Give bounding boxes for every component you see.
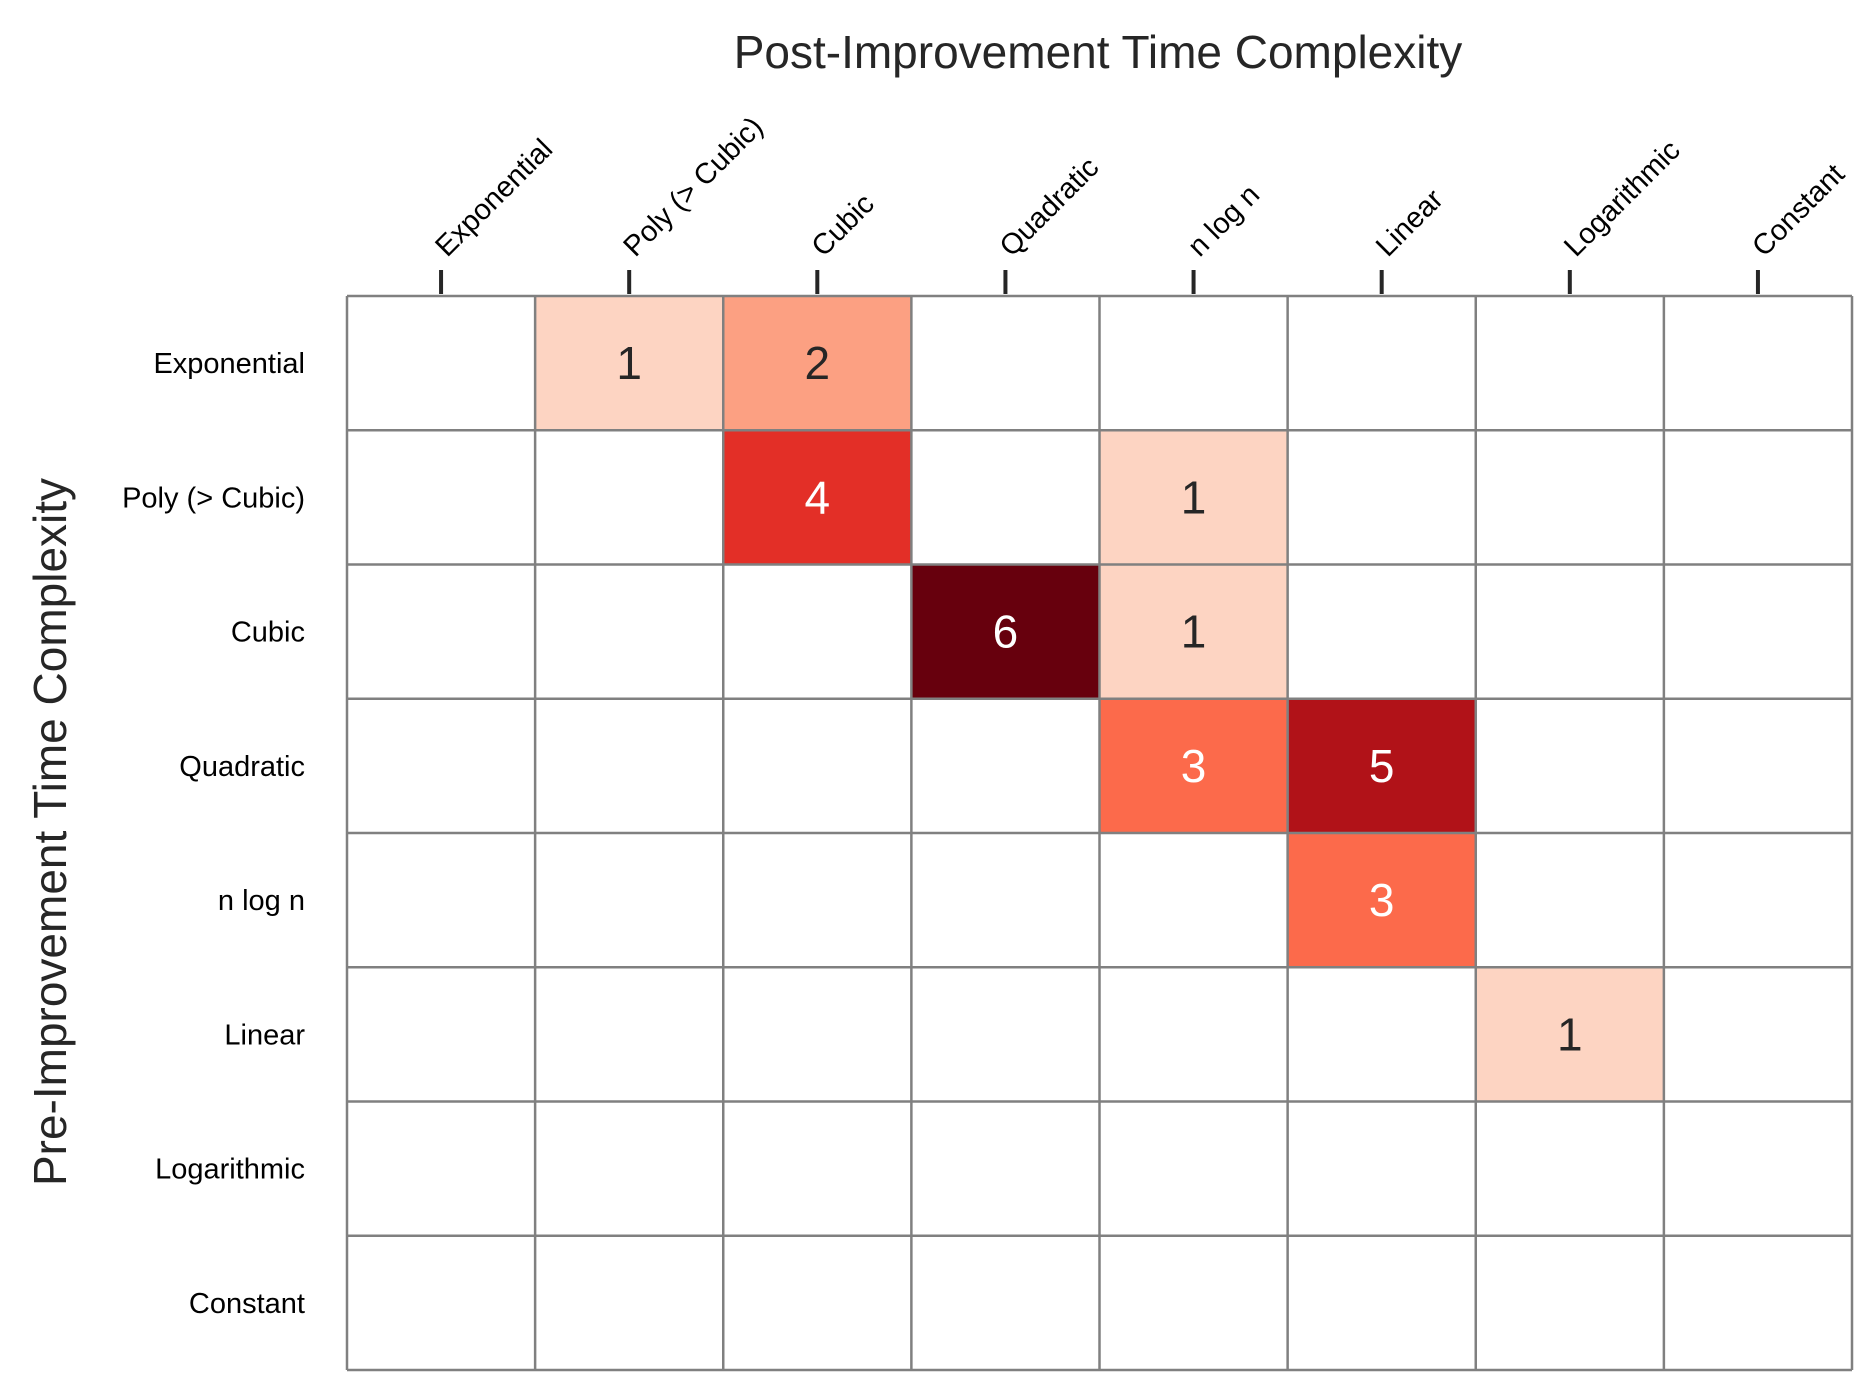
heatmap-cell-r7-c0 <box>347 1235 536 1370</box>
heatmap-cell-r2-c6 <box>1475 564 1664 699</box>
y-tick-label: Poly (> Cubic) <box>122 482 305 514</box>
heatmap-cell-r1-c3 <box>911 430 1100 565</box>
heatmap-cell-r1-c6 <box>1475 430 1664 565</box>
heatmap-cell-r2-c2 <box>723 564 912 699</box>
heatmap-cell-r3-c2 <box>723 698 912 833</box>
heatmap-cell-r1-c1 <box>535 430 724 565</box>
heatmap-cell-r5-c0 <box>347 967 536 1102</box>
heatmap-cell-r0-c1 <box>535 296 724 431</box>
y-axis-ticks: Exponential Poly (> Cubic) Cubic Quadratic n… <box>122 348 305 1320</box>
y-axis-title: Pre-Improvement Time Complexity <box>24 478 76 1186</box>
heatmap-cell-r4-c0 <box>347 833 536 968</box>
heatmap-cell-r6-c7 <box>1663 1101 1852 1236</box>
heatmap-cell-r5-c2 <box>723 967 912 1102</box>
cell-value-r1-c4: 1 <box>1181 471 1207 523</box>
x-tick-label: Logarithmic <box>1558 134 1687 263</box>
heatmap-cell-r2-c7 <box>1663 564 1852 699</box>
heatmap-cell-r4-c4 <box>1099 833 1288 968</box>
heatmap-cell-r0-c7 <box>1663 296 1852 431</box>
heatmap-cell-r5-c4 <box>1099 967 1288 1102</box>
cell-value-r3-c4: 3 <box>1181 740 1207 792</box>
cell-value-r4-c5: 3 <box>1369 874 1395 926</box>
y-tick-label: Cubic <box>231 617 305 649</box>
heatmap-cell-r2-c5 <box>1287 564 1476 699</box>
heatmap-cell-r5-c6 <box>1475 967 1664 1102</box>
heatmap-cell-r7-c7 <box>1663 1235 1852 1370</box>
y-tick-label: Linear <box>224 1019 305 1051</box>
cell-value-r0-c1: 1 <box>616 337 642 389</box>
heatmap-cell-r2-c4 <box>1099 564 1288 699</box>
x-axis-ticks: Exponential Poly (> Cubic) Cubic Quadratic n… <box>429 111 1851 294</box>
heatmap-cell-r4-c1 <box>535 833 724 968</box>
heatmap-cell-r6-c5 <box>1287 1101 1476 1236</box>
heatmap-cell-r0-c6 <box>1475 296 1664 431</box>
heatmap-cell-r6-c6 <box>1475 1101 1664 1236</box>
cell-value-r2-c3: 6 <box>993 606 1019 658</box>
cell-value-r3-c5: 5 <box>1369 740 1395 792</box>
heatmap-cell-r7-c4 <box>1099 1235 1288 1370</box>
heatmap-cell-r4-c5 <box>1287 833 1476 968</box>
heatmap-cell-r0-c0 <box>347 296 536 431</box>
heatmap-cell-r5-c7 <box>1663 967 1852 1102</box>
cell-annotations: 1 2 4 1 6 1 3 5 3 1 <box>616 337 1582 1060</box>
x-tick-label: Constant <box>1746 158 1851 263</box>
cell-value-r2-c4: 1 <box>1181 606 1207 658</box>
y-tick-label: Quadratic <box>179 751 305 783</box>
heatmap-cell-r2-c3 <box>911 564 1100 699</box>
heatmap-cell-r6-c3 <box>911 1101 1100 1236</box>
heatmap-cell-r2-c0 <box>347 564 536 699</box>
heatmap-cell-r4-c2 <box>723 833 912 968</box>
x-tick-label: n log n <box>1182 179 1266 263</box>
heatmap-cell-r5-c3 <box>911 967 1100 1102</box>
heatmap-cell-r0-c5 <box>1287 296 1476 431</box>
heatmap-cell-r4-c7 <box>1663 833 1852 968</box>
heatmap-cell-r3-c6 <box>1475 698 1664 833</box>
heatmap-cells <box>347 296 1852 1370</box>
heatmap-cell-r1-c7 <box>1663 430 1852 565</box>
heatmap-cell-r1-c5 <box>1287 430 1476 565</box>
heatmap-cell-r7-c6 <box>1475 1235 1664 1370</box>
y-tick-label: Constant <box>189 1288 305 1320</box>
heatmap-cell-r1-c4 <box>1099 430 1288 565</box>
heatmap-cell-r2-c1 <box>535 564 724 699</box>
cell-value-r0-c2: 2 <box>805 337 831 389</box>
y-tick-label: Logarithmic <box>155 1154 305 1186</box>
heatmap-cell-r1-c0 <box>347 430 536 565</box>
y-tick-label: Exponential <box>153 348 305 380</box>
x-tick-label: Quadratic <box>994 151 1106 263</box>
cell-value-r5-c6: 1 <box>1557 1008 1583 1060</box>
heatmap-cell-r5-c1 <box>535 967 724 1102</box>
heatmap-cell-r3-c5 <box>1287 698 1476 833</box>
heatmap-cell-r3-c7 <box>1663 698 1852 833</box>
heatmap-cell-r5-c5 <box>1287 967 1476 1102</box>
heatmap-cell-r0-c4 <box>1099 296 1288 431</box>
cell-value-r1-c2: 4 <box>805 471 831 523</box>
heatmap-cell-r6-c1 <box>535 1101 724 1236</box>
heatmap-cell-r3-c1 <box>535 698 724 833</box>
heatmap-cell-r7-c3 <box>911 1235 1100 1370</box>
heatmap-cell-r4-c3 <box>911 833 1100 968</box>
heatmap-cell-r4-c6 <box>1475 833 1664 968</box>
heatmap-cell-r0-c2 <box>723 296 912 431</box>
heatmap-cell-r3-c4 <box>1099 698 1288 833</box>
heatmap-cell-r0-c3 <box>911 296 1100 431</box>
x-tick-label: Poly (> Cubic) <box>618 111 770 263</box>
heatmap-cell-r1-c2 <box>723 430 912 565</box>
x-tick-label: Cubic <box>806 188 881 263</box>
heatmap-grid <box>345 294 1854 1372</box>
heatmap-cell-r7-c1 <box>535 1235 724 1370</box>
heatmap-cell-r7-c5 <box>1287 1235 1476 1370</box>
heatmap-cell-r3-c0 <box>347 698 536 833</box>
heatmap-cell-r6-c4 <box>1099 1101 1288 1236</box>
heatmap-cell-r6-c2 <box>723 1101 912 1236</box>
heatmap-cell-r3-c3 <box>911 698 1100 833</box>
heatmap-cell-r6-c0 <box>347 1101 536 1236</box>
x-axis-title: Post-Improvement Time Complexity <box>734 26 1463 78</box>
y-tick-label: n log n <box>218 885 305 917</box>
heatmap-cell-r7-c2 <box>723 1235 912 1370</box>
x-tick-label: Linear <box>1370 183 1450 263</box>
x-tick-label: Exponential <box>429 133 559 263</box>
